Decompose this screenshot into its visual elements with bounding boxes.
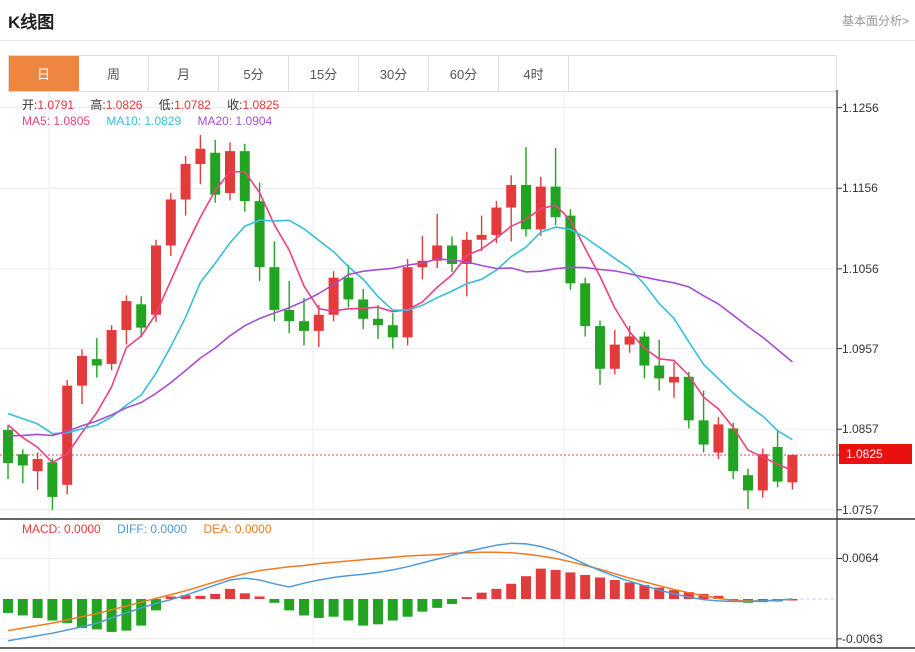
period-tab-bar: 日 周 月 5分 15分 30分 60分 4时 xyxy=(8,55,837,92)
tab-bar-filler xyxy=(569,56,836,91)
macd-legend: MACD: 0.0000 DIFF: 0.0000 DEA: 0.0000 xyxy=(22,522,285,536)
high-label: 高: xyxy=(90,98,106,112)
macd-axis-label: 0.0064 xyxy=(842,551,879,565)
macd-value: 0.0000 xyxy=(64,522,101,536)
ma10-value: 1.0829 xyxy=(144,114,182,128)
diff-value: 0.0000 xyxy=(150,522,188,536)
tab-5min[interactable]: 5分 xyxy=(219,56,289,91)
tab-month[interactable]: 月 xyxy=(149,56,219,91)
last-price-badge: 1.0825 xyxy=(839,444,912,464)
y-axis-label: 1.0757 xyxy=(842,503,879,517)
open-value: 1.0791 xyxy=(37,98,75,112)
tab-15min[interactable]: 15分 xyxy=(289,56,359,91)
tab-week[interactable]: 周 xyxy=(79,56,149,91)
macd-axis-label: -0.0063 xyxy=(842,632,883,646)
tab-4hour[interactable]: 4时 xyxy=(499,56,569,91)
ma10-label: MA10: xyxy=(106,114,142,128)
low-value: 1.0782 xyxy=(174,98,211,112)
tab-60min[interactable]: 60分 xyxy=(429,56,499,91)
y-axis-label: 1.1156 xyxy=(842,181,878,195)
high-value: 1.0826 xyxy=(105,98,143,112)
dea-value: 0.0000 xyxy=(234,522,272,536)
close-value: 1.0825 xyxy=(242,98,280,112)
dea-label: DEA: xyxy=(203,522,232,536)
ma20-label: MA20: xyxy=(197,114,233,128)
ohlc-legend: 开:1.0791 高:1.0826 低:1.0782 收:1.0825 xyxy=(22,96,292,113)
ma-legend: MA5: 1.0805 MA10: 1.0829 MA20: 1.0904 xyxy=(22,114,285,128)
y-axis-label: 1.1056 xyxy=(842,262,879,276)
tab-day[interactable]: 日 xyxy=(9,56,79,91)
open-label: 开: xyxy=(22,98,38,112)
low-label: 低: xyxy=(158,98,175,112)
ma5-value: 1.0805 xyxy=(53,114,91,128)
ma20-value: 1.0904 xyxy=(235,114,273,128)
ma5-label: MA5: xyxy=(22,114,51,128)
page-title: K线图 xyxy=(8,13,55,32)
fundamental-analysis-link[interactable]: 基本面分析> xyxy=(841,14,909,28)
tab-30min[interactable]: 30分 xyxy=(359,56,429,91)
y-axis-label: 1.1256 xyxy=(842,101,879,115)
y-axis-label: 1.0857 xyxy=(842,422,879,436)
y-axis-label: 1.0957 xyxy=(842,342,879,356)
diff-label: DIFF: xyxy=(117,522,148,536)
macd-label: MACD: xyxy=(22,522,61,536)
header-divider xyxy=(0,40,915,41)
close-label: 收: xyxy=(227,98,243,112)
